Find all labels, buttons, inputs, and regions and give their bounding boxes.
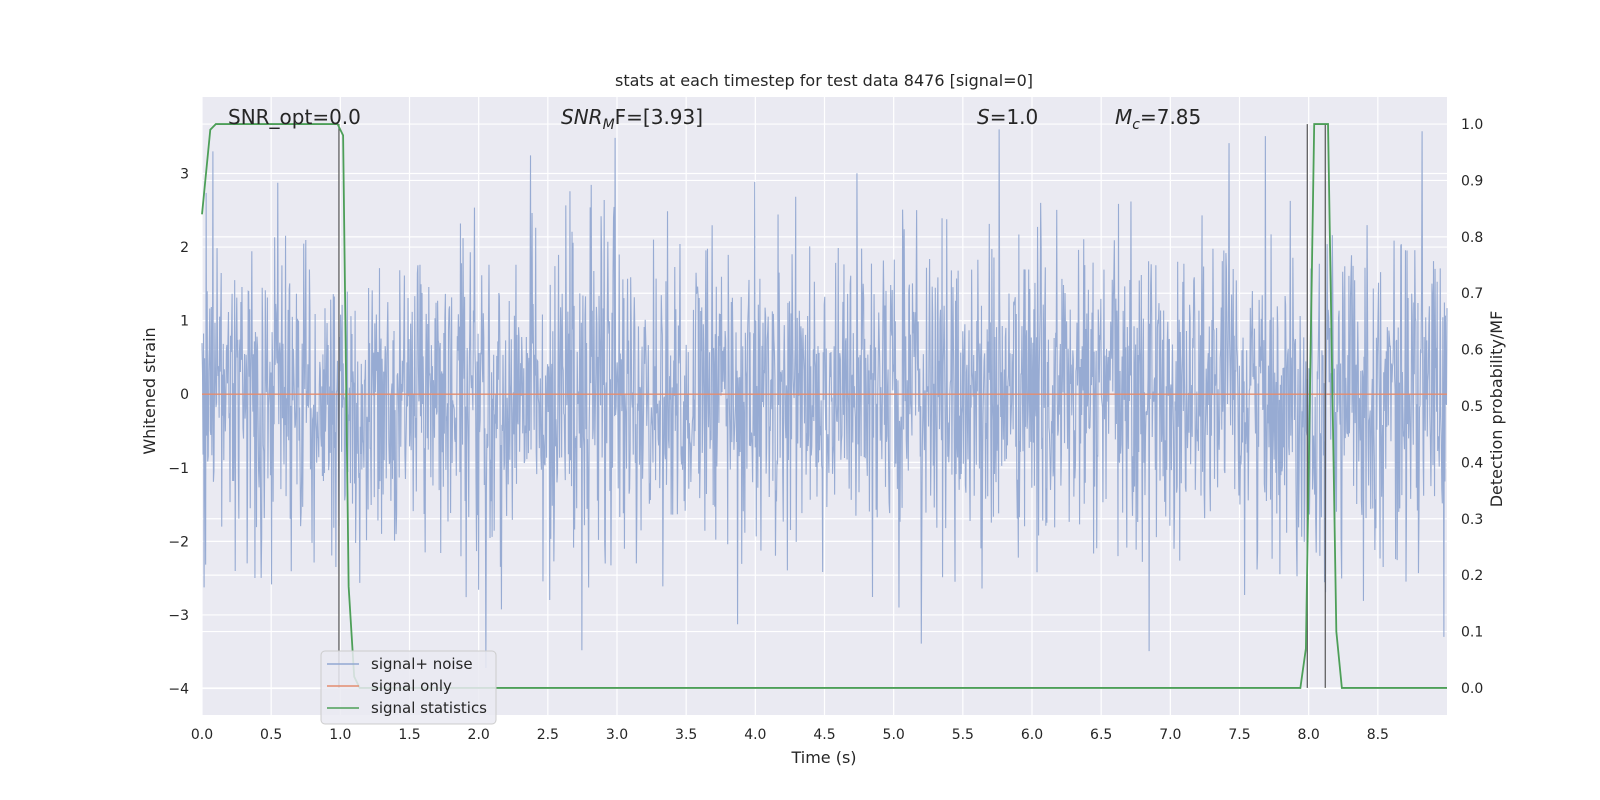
y-right-tick-label: 0.7 [1461, 286, 1483, 302]
x-tick-label: 6.0 [1021, 727, 1043, 743]
y-right-tick-label: 0.1 [1461, 625, 1483, 641]
y-axis-ticks: −4 −3 −2 −1 0 1 2 3 [168, 167, 189, 698]
y-tick-label: −2 [168, 534, 189, 550]
y-axis-label: Whitened strain [140, 327, 159, 454]
y-right-tick-label: 0.8 [1461, 230, 1483, 246]
annotation-snr-mf-main: SNR [561, 105, 603, 129]
grid-lines [201, 97, 1447, 715]
line-signal-noise [201, 129, 1448, 669]
x-axis-label: Time (s) [790, 748, 856, 767]
x-tick-label: 0.5 [260, 727, 282, 743]
annotations: SNR_opt=0.0 SNRMF=[3.93] S=1.0 Mc=7.85 [228, 105, 1201, 133]
annotation-snr-mf-value: F=[3.93] [615, 105, 703, 129]
x-tick-label: 7.5 [1228, 727, 1250, 743]
annotation-mc-symbol: M [1115, 105, 1132, 129]
legend-box [320, 650, 497, 725]
y-tick-label: 0 [180, 387, 189, 403]
x-tick-label: 8.5 [1367, 727, 1389, 743]
x-tick-label: 5.5 [952, 727, 974, 743]
y-tick-label: 3 [180, 167, 189, 183]
x-tick-label: 1.5 [398, 727, 420, 743]
annotation-mc-value: =7.85 [1140, 105, 1201, 129]
y-right-tick-label: 1.0 [1461, 117, 1483, 133]
x-tick-label: 1.0 [329, 727, 351, 743]
legend-label-signal-statistics: signal statistics [371, 699, 487, 717]
series-signal-noise [201, 129, 1448, 669]
y-right-tick-label: 0.9 [1461, 173, 1483, 189]
x-tick-label: 6.5 [1090, 727, 1112, 743]
y-right-tick-label: 0.6 [1461, 343, 1483, 359]
annotation-s-symbol: S [977, 105, 990, 129]
y-right-axis-ticks: 0.0 0.1 0.2 0.3 0.4 0.5 0.6 0.7 0.8 0.9 1.0 [1461, 117, 1483, 697]
y-right-tick-label: 0.4 [1461, 455, 1483, 471]
legend-label-signal-only: signal only [371, 677, 452, 695]
x-tick-label: 3.0 [606, 727, 628, 743]
y-right-axis-label: Detection probability/MF [1487, 311, 1506, 508]
legend-label-signal-noise: signal+ noise [371, 655, 473, 673]
y-tick-label: 1 [180, 314, 189, 330]
x-axis-ticks: 0.0 0.5 1.0 1.5 2.0 2.5 3.0 3.5 4.0 4.5 5.0 5.5 6.0 6… [191, 727, 1389, 743]
y-right-tick-label: 0.2 [1461, 568, 1483, 584]
x-tick-label: 0.0 [191, 727, 213, 743]
x-tick-label: 2.0 [468, 727, 490, 743]
x-tick-label: 2.5 [537, 727, 559, 743]
x-tick-label: 7.0 [1159, 727, 1181, 743]
annotation-s-value: =1.0 [990, 105, 1039, 129]
x-tick-label: 8.0 [1298, 727, 1320, 743]
x-tick-label: 5.0 [883, 727, 905, 743]
y-tick-label: −3 [168, 608, 189, 624]
y-right-tick-label: 0.3 [1461, 512, 1483, 528]
annotation-snr-opt: SNR_opt=0.0 [228, 105, 361, 129]
y-tick-label: −1 [168, 461, 189, 477]
x-tick-label: 4.0 [744, 727, 766, 743]
chart-title: stats at each timestep for test data 847… [615, 71, 1033, 90]
y-tick-label: 2 [180, 240, 189, 256]
y-tick-label: −4 [168, 682, 189, 698]
annotation-snr-mf-sub: M [603, 117, 615, 133]
annotation-s: S=1.0 [977, 105, 1038, 129]
y-right-tick-label: 0.5 [1461, 399, 1483, 415]
annotation-snr-mf: SNRMF=[3.93] [561, 105, 703, 133]
x-tick-label: 4.5 [813, 727, 835, 743]
x-tick-label: 3.5 [675, 727, 697, 743]
legend: signal+ noise signal only signal statist… [320, 650, 497, 725]
annotation-mc-sub: c [1132, 117, 1140, 133]
annotation-mc: Mc=7.85 [1115, 105, 1201, 133]
y-right-tick-label: 0.0 [1461, 681, 1483, 697]
